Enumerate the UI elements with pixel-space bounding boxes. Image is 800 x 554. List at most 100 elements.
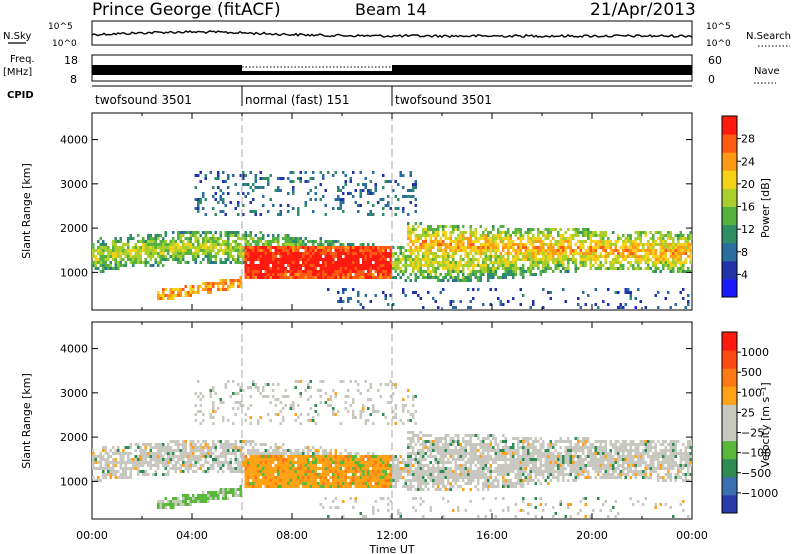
velocity-cell (337, 485, 340, 488)
power-cell (557, 261, 560, 264)
velocity-cell (139, 461, 142, 464)
velocity-cell (239, 440, 242, 443)
velocity-cell (377, 455, 380, 458)
power-cell (139, 261, 142, 264)
power-cell (342, 210, 345, 213)
power-cell (652, 255, 655, 258)
velocity-cell (197, 497, 200, 500)
power-cell (197, 198, 200, 201)
velocity-cell (354, 479, 357, 482)
power-cell (399, 276, 402, 279)
power-cell (492, 267, 495, 270)
velocity-cell (219, 461, 222, 464)
power-cell (142, 237, 145, 240)
velocity-cell (347, 467, 350, 470)
power-cell (294, 273, 297, 276)
power-cell (479, 270, 482, 273)
power-cell (219, 195, 222, 198)
velocity-cell (189, 443, 192, 446)
power-cell (344, 276, 347, 279)
power-cell (659, 237, 662, 240)
velocity-cell (129, 452, 132, 455)
power-cell (199, 180, 202, 183)
power-cell (102, 270, 105, 273)
velocity-cell (434, 467, 437, 470)
power-cell (294, 267, 297, 270)
power-cell (484, 258, 487, 261)
velocity-cell (367, 458, 370, 461)
power-cell (427, 291, 430, 294)
velocity-cell (184, 467, 187, 470)
velocity-cell (397, 476, 400, 479)
power-cell (647, 249, 650, 252)
velocity-cell (99, 461, 102, 464)
nave-label: Nave (754, 66, 780, 77)
power-cell (537, 252, 540, 255)
power-cell (654, 252, 657, 255)
power-cell (99, 255, 102, 258)
power-cell (442, 258, 445, 261)
power-cell (99, 246, 102, 249)
velocity-cell (412, 434, 415, 437)
power-cell (569, 240, 572, 243)
velocity-cell (409, 455, 412, 458)
power-cell (232, 249, 235, 252)
power-cell (177, 243, 180, 246)
power-cell (204, 234, 207, 237)
power-cell (629, 243, 632, 246)
velocity-cell (232, 380, 235, 383)
power-cell (254, 177, 257, 180)
velocity-cell (424, 434, 427, 437)
velocity-cell (262, 482, 265, 485)
velocity-cell (369, 398, 372, 401)
power-cell (227, 249, 230, 252)
power-cell (482, 264, 485, 267)
velocity-cell (277, 485, 280, 488)
velocity-cell (269, 482, 272, 485)
power-cell (549, 243, 552, 246)
power-cell (119, 252, 122, 255)
power-cell (537, 267, 540, 270)
power-cell (487, 258, 490, 261)
power-cell (124, 252, 127, 255)
power-cell (359, 243, 362, 246)
velocity-cell (119, 455, 122, 458)
velocity-cell (124, 464, 127, 467)
power-cell (369, 252, 372, 255)
power-cell (649, 258, 652, 261)
power-cell (664, 240, 667, 243)
power-cell (247, 276, 250, 279)
velocity-cell (212, 410, 215, 413)
power-cell (367, 267, 370, 270)
power-cell (664, 297, 667, 300)
power-cell (489, 261, 492, 264)
velocity-cell (209, 413, 212, 416)
velocity-cell (224, 452, 227, 455)
velocity-cell (174, 470, 177, 473)
velocity-cell (224, 494, 227, 497)
velocity-cell (332, 467, 335, 470)
velocity-cell (379, 458, 382, 461)
power-cell (132, 258, 135, 261)
power-cell (309, 258, 312, 261)
power-cell (284, 240, 287, 243)
velocity-cell (187, 452, 190, 455)
power-cell (159, 294, 162, 297)
power-cell (639, 261, 642, 264)
velocity-cell (142, 452, 145, 455)
power-cell (159, 246, 162, 249)
power-cell (247, 273, 250, 276)
velocity-cell (384, 476, 387, 479)
power-cell (164, 231, 167, 234)
velocity-cell (254, 461, 257, 464)
velocity-cell (317, 449, 320, 452)
power-cell (132, 249, 135, 252)
velocity-cell (422, 473, 425, 476)
power-cell (552, 261, 555, 264)
velocity-cell (187, 503, 190, 506)
velocity-cell (402, 404, 405, 407)
velocity-cell (369, 479, 372, 482)
power-cell (442, 252, 445, 255)
power-cell (194, 291, 197, 294)
power-cell (297, 252, 300, 255)
